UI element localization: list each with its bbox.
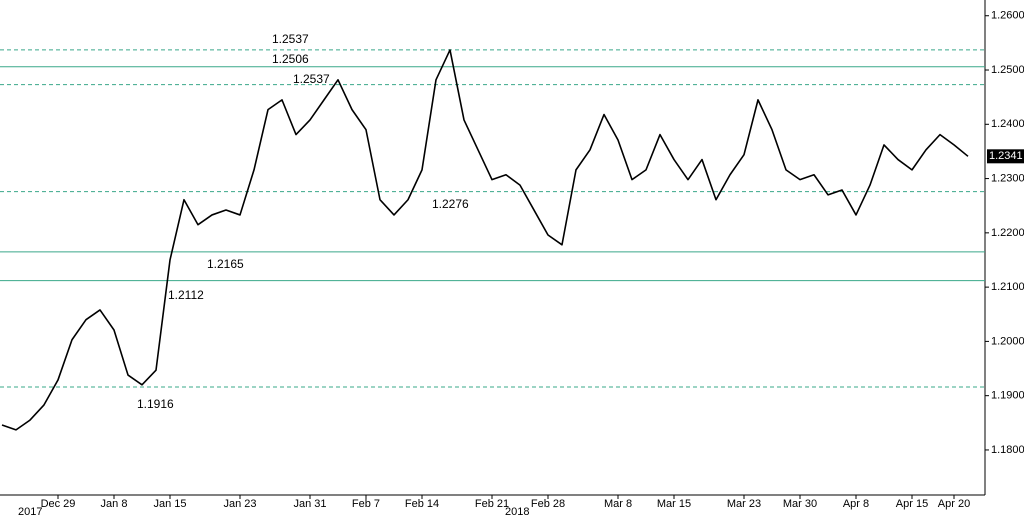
x-tick-label: Mar 15 xyxy=(657,498,691,510)
x-tick-label: Mar 23 xyxy=(727,498,761,510)
level-annotation: 1.2537 xyxy=(272,32,309,46)
x-tick-label: Dec 29 xyxy=(41,498,76,510)
y-tick-label: 1.2400 xyxy=(991,118,1024,130)
y-tick-label: 1.2000 xyxy=(991,335,1024,347)
x-tick-label: Jan 15 xyxy=(153,498,186,510)
y-tick-label: 1.2500 xyxy=(991,64,1024,76)
x-tick-label: Feb 28 xyxy=(531,498,565,510)
level-annotation: 1.2537 xyxy=(293,72,330,86)
level-annotation: 1.1916 xyxy=(137,397,174,411)
y-tick-label: 1.1900 xyxy=(991,390,1024,402)
price-line xyxy=(1,49,969,431)
x-tick-label: Apr 20 xyxy=(938,498,970,510)
x-tick-label: Feb 21 xyxy=(475,498,509,510)
level-annotation: 1.2506 xyxy=(272,52,309,66)
x-tick-label: Apr 8 xyxy=(843,498,869,510)
year-label: 2017 xyxy=(18,506,42,518)
x-tick-label: Mar 30 xyxy=(783,498,817,510)
x-tick-label: Feb 7 xyxy=(352,498,380,510)
level-annotation: 1.2112 xyxy=(168,288,204,302)
x-tick-label: Jan 23 xyxy=(223,498,256,510)
x-tick-label: Apr 15 xyxy=(896,498,928,510)
y-tick-label: 1.1800 xyxy=(991,444,1024,456)
last-price-label: 1.2341 xyxy=(989,150,1023,162)
last-price-tag xyxy=(987,149,1024,164)
x-tick-label: Mar 8 xyxy=(604,498,632,510)
y-tick-label: 1.2600 xyxy=(991,10,1024,22)
x-tick-label: Feb 14 xyxy=(405,498,439,510)
y-tick-label: 1.2200 xyxy=(991,227,1024,239)
x-tick-label: Jan 31 xyxy=(293,498,326,510)
year-label: 2018 xyxy=(505,506,529,518)
x-tick-label: Jan 8 xyxy=(101,498,128,510)
y-tick-label: 1.2100 xyxy=(991,281,1024,293)
level-annotation: 1.2165 xyxy=(207,257,244,271)
y-tick-label: 1.2300 xyxy=(991,172,1024,184)
level-annotation: 1.2276 xyxy=(432,197,469,211)
